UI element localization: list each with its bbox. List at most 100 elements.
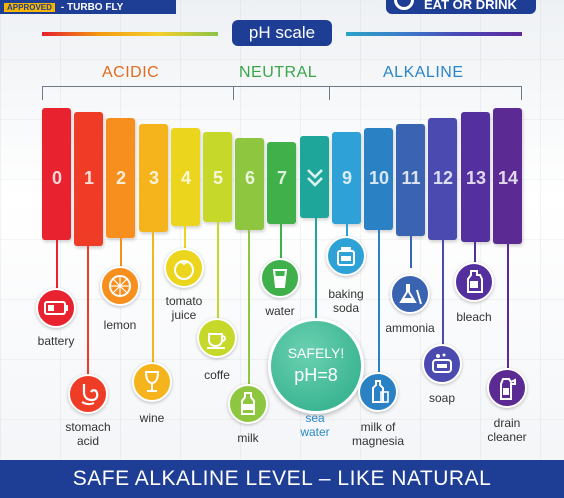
coffee-cup-icon (197, 318, 237, 358)
sea-water-label: sea water (280, 411, 350, 439)
title-text: pH scale (248, 23, 316, 42)
stem-ammonia (410, 236, 412, 268)
ammonia-label: ammonia (385, 321, 435, 335)
tomato-label-l2: juice (171, 308, 197, 322)
drain-cleaner-label: drain cleaner (472, 416, 542, 444)
ph-number-10: 10 (368, 168, 390, 188)
ph-number-11: 11 (401, 168, 421, 188)
bleach-bottle-icon (454, 262, 494, 302)
ph-bar-4 (171, 128, 200, 226)
ph-bar-2 (106, 118, 135, 238)
footer-text: SAFE ALKALINE LEVEL – LIKE NATURAL (72, 467, 492, 490)
ring-icon (394, 0, 414, 10)
milk-bottle-icon (228, 384, 268, 424)
ph-number-12: 12 (432, 168, 454, 188)
ph-bar-5 (203, 132, 232, 222)
stem-baking (346, 224, 348, 238)
water-glass-icon (260, 258, 300, 298)
stem-lemon (120, 238, 122, 270)
ph-number-6: 6 (244, 168, 255, 188)
stomach-label-l1: stomach (65, 420, 111, 434)
stem-stomach (87, 246, 89, 378)
ph-number-3: 3 (148, 168, 159, 188)
milkmag-label-l2: magnesia (351, 434, 405, 448)
ph-number-4: 4 (180, 168, 191, 188)
safe-ph-value: pH=8 (294, 365, 338, 385)
baking-soda-label: baking soda (311, 287, 381, 315)
ph-number-5: 5 (212, 168, 223, 188)
footer-banner: SAFE ALKALINE LEVEL – LIKE NATURAL (0, 460, 564, 498)
stem-coffe (217, 222, 219, 320)
baking-label-l1: baking (328, 287, 364, 301)
stem-water (280, 224, 282, 260)
ph-bar-9 (332, 132, 361, 224)
milk-of-magnesia-label: milk of magnesia (343, 420, 413, 448)
baking-soda-icon (326, 236, 366, 276)
bracket-alkaline (330, 86, 522, 100)
drain-label-l1: drain (493, 416, 521, 430)
tomato-label-l1: tomato (165, 294, 203, 308)
stem-soap (442, 240, 444, 346)
ph-bar-0 (42, 108, 71, 240)
sea-label-l1: sea (305, 411, 325, 425)
wine-label: wine (139, 411, 165, 425)
water-label: water (265, 304, 295, 318)
ammonia-flask-icon (390, 274, 430, 314)
stomach-icon (68, 374, 108, 414)
baking-label-l2: soda (332, 301, 360, 315)
ph-number-13: 13 (465, 168, 487, 188)
stomach-label-l2: acid (76, 434, 99, 448)
coffe-label: coffe (204, 368, 230, 382)
drain-cleaner-icon (487, 368, 527, 408)
magnesia-bottle-icon (358, 372, 398, 412)
rainbow-line-right (346, 32, 522, 36)
stem-milk (248, 230, 250, 384)
ph-number-0: 0 (51, 168, 62, 188)
top-right-banner: EAT OR DRINK (386, 0, 536, 14)
stem-bleach (474, 238, 476, 262)
ph-bar-7 (267, 142, 296, 224)
ph-bar-10 (364, 128, 393, 230)
ph-bar-3 (139, 124, 168, 232)
stem-battery (56, 240, 58, 292)
chevron-down-icon (300, 166, 330, 190)
soap-label: soap (428, 391, 456, 405)
battery-label: battery (37, 334, 75, 348)
ph-bar-12 (428, 118, 457, 240)
approved-badge: APPROVED - TURBO FLY (0, 0, 176, 14)
ph-number-1: 1 (83, 168, 94, 188)
ph-number-14: 14 (497, 168, 519, 188)
milk-label: milk (237, 431, 259, 445)
ph-bar-6 (235, 138, 264, 230)
tomato-label: tomato juice (149, 294, 219, 322)
drain-label-l2: cleaner (487, 430, 527, 444)
rainbow-line-left (42, 32, 218, 36)
ph-number-2: 2 (115, 168, 126, 188)
stem-sea (315, 218, 317, 318)
badge-text: - TURBO FLY (60, 1, 124, 13)
stem-wine (152, 232, 154, 364)
ph-bar-14 (493, 108, 522, 244)
page-title: pH scale (232, 20, 332, 46)
sea-label-l2: water (300, 425, 330, 439)
group-alkaline: ALKALINE (383, 64, 464, 81)
stomach-label: stomach acid (53, 420, 123, 448)
bracket-neutral (234, 86, 330, 100)
soap-icon (422, 344, 462, 384)
lemon-icon (100, 266, 140, 306)
group-acidic: ACIDIC (102, 64, 160, 81)
bracket-acidic (42, 86, 234, 100)
stem-tomato (184, 226, 186, 250)
lemon-label: lemon (103, 318, 137, 332)
stem-drain (507, 244, 509, 368)
top-right-text: EAT OR DRINK (424, 0, 517, 12)
ph-bar-13 (461, 112, 490, 242)
stem-milkmag (378, 230, 380, 372)
ph-number-9: 9 (341, 168, 352, 188)
ph-bar-1 (74, 112, 103, 246)
bleach-label: bleach (456, 310, 492, 324)
milkmag-label-l1: milk of (360, 420, 396, 434)
safe-ph-badge: SAFELY! pH=8 (268, 318, 364, 414)
ph-number-7: 7 (276, 168, 287, 188)
group-neutral: NEUTRAL (239, 64, 318, 81)
